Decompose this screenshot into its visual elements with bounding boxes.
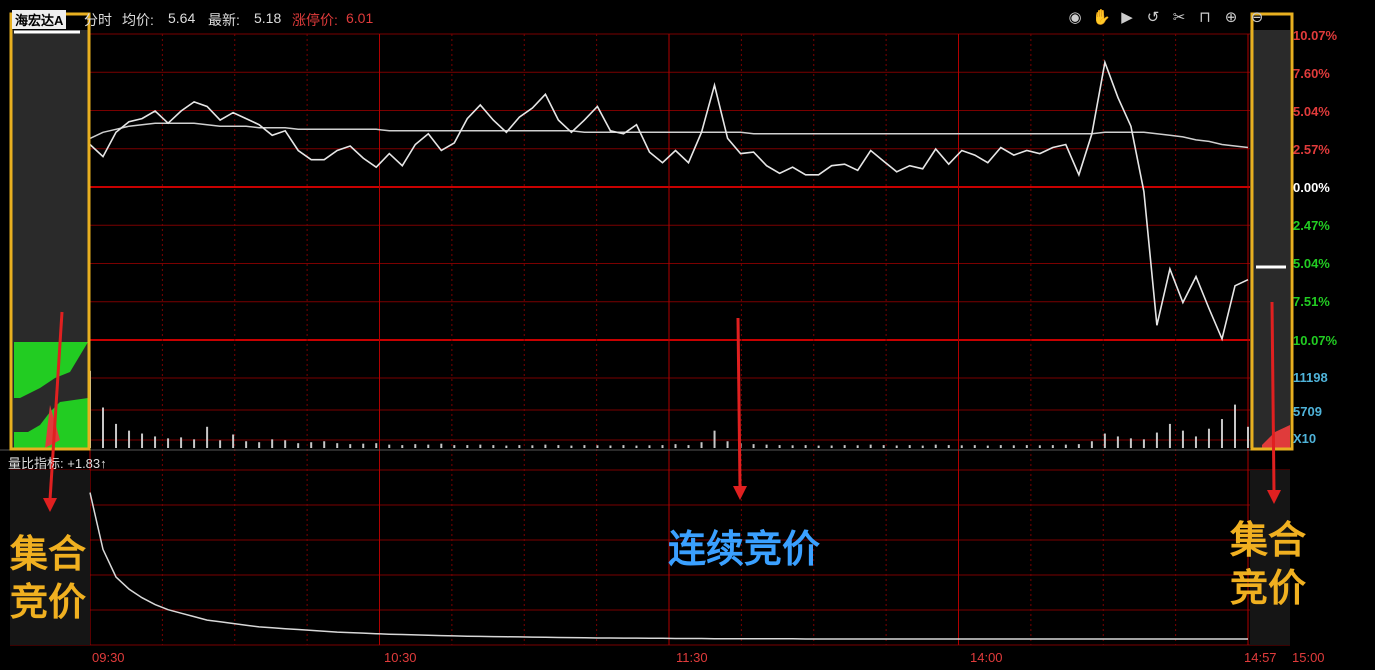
play-icon[interactable]: ▶ (1121, 8, 1133, 26)
volume-ratio-line (89, 492, 1248, 640)
right-arrow-head (1267, 490, 1281, 504)
auction-volume-area (14, 342, 88, 398)
annotation-line: 竞价 (1230, 566, 1307, 610)
time-axis-label: 11:30 (676, 650, 708, 665)
average-price-line (89, 122, 1249, 149)
avg-price-label: 均价: (122, 12, 154, 28)
volume-axis-label: 11198 (1293, 370, 1328, 385)
left-arrow (48, 311, 64, 501)
undo-icon[interactable]: ↺ (1146, 8, 1160, 26)
eye-icon[interactable]: ◉ (1068, 8, 1082, 26)
volume-axis-label: 5709 (1293, 404, 1322, 419)
annotation-call-auction-left: 集合 竞价 (10, 530, 86, 626)
price-axis-label: 2.47% (1293, 218, 1330, 233)
subchart-auction-close-area (1250, 470, 1290, 645)
hand-icon[interactable]: ✋ (1092, 8, 1111, 26)
price-axis-label: 0.00% (1293, 180, 1330, 195)
price-axis-label: 10.07% (1293, 28, 1338, 43)
last-price-label: 最新: (208, 12, 240, 28)
time-axis-label: 10:30 (384, 650, 417, 665)
price-axis-label: 5.04% (1293, 256, 1330, 271)
volume-axis-label: X10 (1293, 431, 1317, 446)
subchart-title-value: +1.83↑ (67, 456, 107, 471)
time-axis-label: 09:30 (92, 650, 125, 665)
right-arrow (1270, 301, 1276, 493)
annotation-call-auction-right: 集合 竞价 (1230, 516, 1306, 612)
price-axis-label: 7.60% (1293, 66, 1330, 81)
annotation-continuous-auction: 连续竞价 (668, 527, 821, 571)
middle-arrow-head (733, 486, 747, 500)
annotation-line: 集合 (10, 532, 87, 576)
scissors-icon[interactable]: ✂ (1172, 8, 1186, 26)
last-price-value: 5.18 (254, 10, 282, 26)
close-auction-highlight-box (1250, 12, 1294, 451)
middle-arrow (736, 317, 742, 489)
price-axis-label: 5.04% (1293, 104, 1330, 119)
plus-circle-icon[interactable]: ⊕ (1224, 8, 1238, 26)
annotation-line: 竞价 (10, 580, 87, 624)
limit-up-value: 6.01 (346, 10, 374, 26)
stock-name[interactable]: 海宏达A (12, 10, 67, 29)
price-axis-label: 2.57% (1293, 142, 1330, 157)
time-axis-label: 14:57 (1244, 650, 1277, 665)
lock-icon[interactable]: ⊓ (1199, 8, 1211, 26)
auction-volume-area (45, 405, 60, 448)
minus-circle-icon[interactable]: ⊖ (1250, 8, 1264, 26)
price-line (89, 59, 1249, 342)
subchart-title[interactable]: 量比指标: +1.83↑ (8, 453, 107, 472)
auction-volume-area (1262, 425, 1290, 448)
limit-up-label: 涨停价: (292, 12, 338, 28)
price-axis-label: 7.51% (1293, 294, 1330, 309)
time-axis-label: 14:00 (970, 650, 1003, 665)
subchart-title-label: 量比指标: (8, 456, 64, 471)
price-axis-label: 10.07% (1293, 333, 1338, 348)
time-axis-label: 15:00 (1292, 650, 1325, 665)
left-arrow-head (43, 498, 57, 512)
call-auction-close-area (1250, 30, 1290, 448)
annotation-line: 集合 (1230, 518, 1307, 562)
view-label[interactable]: 分时 (84, 12, 112, 28)
avg-price-value: 5.64 (168, 10, 196, 26)
